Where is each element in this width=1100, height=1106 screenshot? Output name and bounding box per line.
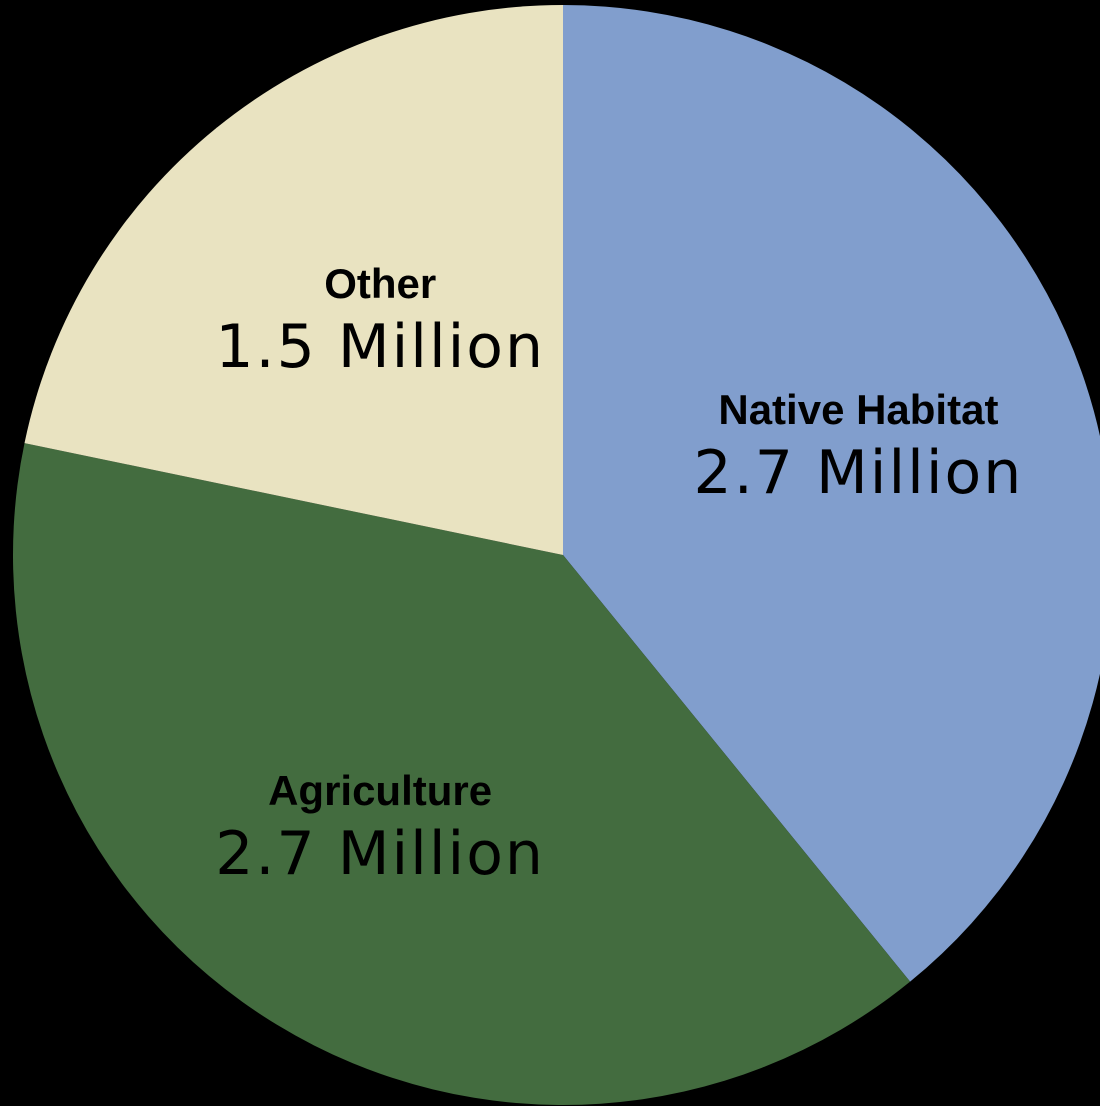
slice-value-other: 1.5 Million bbox=[215, 312, 545, 382]
pie-slices bbox=[12, 5, 1100, 1106]
slice-value-native-habitat: 2.7 Million bbox=[694, 438, 1024, 508]
slice-label-other: Other 1.5 Million bbox=[215, 260, 545, 382]
slice-name-native-habitat: Native Habitat bbox=[718, 386, 998, 433]
pie-slice-agriculture bbox=[12, 443, 911, 1106]
pie-slice-native-habitat bbox=[563, 5, 1100, 982]
slice-label-agriculture: Agriculture 2.7 Million bbox=[215, 767, 545, 889]
slice-name-other: Other bbox=[324, 260, 436, 307]
slice-label-native-habitat: Native Habitat 2.7 Million bbox=[694, 386, 1024, 508]
slice-name-agriculture: Agriculture bbox=[268, 767, 492, 814]
slice-value-agriculture: 2.7 Million bbox=[215, 819, 545, 889]
pie-labels: Native Habitat 2.7 Million Agriculture 2.7 … bbox=[215, 260, 1024, 889]
pie-slice-other bbox=[24, 5, 563, 555]
